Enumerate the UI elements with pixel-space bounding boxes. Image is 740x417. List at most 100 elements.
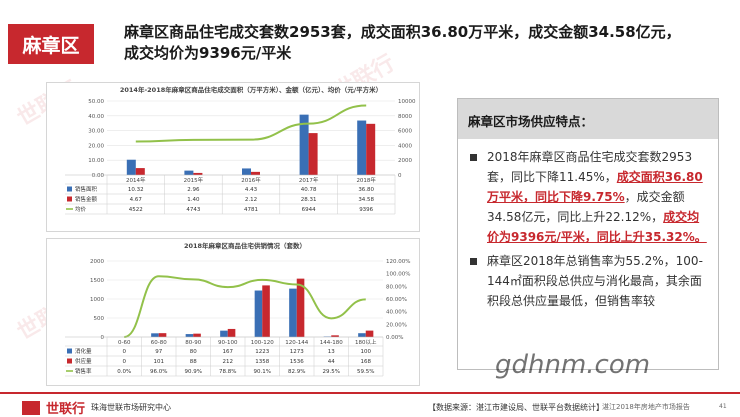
y-tick-label: 500 — [94, 316, 105, 322]
y-tick-label: 1000 — [90, 297, 104, 303]
table-cell: 0.0% — [117, 369, 131, 375]
y2-tick-label: 40.00% — [386, 310, 407, 316]
table-cell: 80 — [190, 349, 197, 355]
bar-消化量 — [289, 288, 297, 337]
line-均价 — [135, 104, 367, 143]
table-cell: 4.67 — [130, 197, 143, 203]
feature-text: 麻章区2018年总销售率为55.2%，100-144㎡面积段总供应与消化最高，其… — [487, 254, 703, 308]
y2-tick-label: 0 — [398, 173, 402, 179]
feature-text: ，成交金额34.58亿元，同比上升22.12%， — [487, 190, 685, 224]
table-cell: 59.5% — [357, 369, 374, 375]
table-cell: 97 — [155, 349, 162, 355]
y2-tick-label: 2000 — [398, 158, 412, 164]
table-cell: 168 — [361, 359, 372, 365]
y2-tick-label: 20.00% — [386, 322, 407, 328]
chart-title: 2014年-2018年麻章区商品住宅成交面积（万平方米）、金额（亿元）、均价（元… — [120, 85, 382, 94]
legend-swatch-消化量 — [67, 348, 72, 354]
bar-供应量 — [158, 333, 167, 337]
bullet-square-icon — [470, 154, 477, 161]
bar-供应量 — [262, 285, 270, 337]
y2-tick-label: 6000 — [398, 129, 412, 135]
market-features-box: 麻章区市场供应特点： 2018年麻章区商品住宅成交套数2953套，同比下降11.… — [457, 98, 719, 370]
table-cell: 167 — [223, 349, 234, 355]
page-title: 麻章区商品住宅成交套数2953套，成交面积36.80万平米，成交金额34.58亿… — [124, 23, 681, 62]
table-cell: 1223 — [255, 349, 269, 355]
x-tick-label: 180以上 — [355, 338, 377, 346]
bar-供应量 — [365, 330, 374, 337]
table-cell: 0 — [123, 359, 127, 365]
x-tick-label: 2015年 — [184, 176, 204, 184]
report-name: 湛江2018年房地产市场报告 — [602, 403, 690, 411]
legend-swatch-销售金额 — [67, 196, 72, 202]
bar-供应量 — [331, 335, 339, 337]
table-cell: 1.40 — [187, 197, 200, 203]
bar-供应量 — [193, 333, 201, 337]
table-cell: 78.8% — [219, 369, 236, 375]
x-tick-label: 144-180 — [320, 340, 343, 346]
y2-tick-label: 60.00% — [386, 297, 407, 303]
y2-tick-label: 4000 — [398, 143, 412, 149]
table-cell: 6944 — [302, 207, 316, 213]
district-tag: 麻章区 — [8, 24, 94, 64]
page-number: 41 — [719, 403, 727, 410]
bar-销售面积 — [242, 168, 251, 175]
watermark-domain: gdhnm.com — [495, 350, 651, 380]
bar-销售面积 — [357, 120, 367, 175]
legend-label: 消化量 — [75, 347, 92, 355]
legend-label: 供应量 — [75, 357, 92, 365]
table-cell: 88 — [190, 359, 197, 365]
legend-label: 销售金额 — [75, 195, 98, 203]
x-tick-label: 2014年 — [126, 176, 146, 184]
logo-name: 世联行 — [46, 402, 86, 417]
y-tick-label: 0.00 — [92, 173, 105, 179]
footer-rule — [0, 392, 740, 394]
bar-销售金额 — [366, 123, 376, 175]
table-cell: 10.32 — [128, 187, 144, 193]
table-cell: 101 — [154, 359, 165, 365]
footer-logo: 世联行 珠海世联市场研究中心 — [22, 398, 171, 417]
bar-消化量 — [254, 290, 263, 337]
legend-label: 销售面积 — [75, 185, 98, 193]
table-cell: 4781 — [244, 207, 258, 213]
bar-供应量 — [227, 328, 236, 337]
logo-icon — [22, 400, 40, 415]
x-tick-label: 2016年 — [241, 176, 261, 184]
y-tick-label: 2000 — [90, 259, 104, 265]
bar-供应量 — [296, 278, 305, 337]
feature-text: 2018年麻章区商品住宅成交套数2953套，同比下降11.45%， — [487, 150, 693, 184]
y2-tick-label: 10000 — [398, 99, 416, 105]
y-tick-label: 50.00 — [88, 99, 104, 105]
chart-panel-supply: 2018年麻章区商品住宅供销情况（套数） 0 500 1000 1500 2000 0.00… — [46, 238, 420, 386]
legend-swatch-销售面积 — [67, 186, 72, 192]
y2-tick-label: 8000 — [398, 114, 412, 120]
bar-消化量 — [358, 333, 366, 337]
table-cell: 0 — [123, 349, 127, 355]
table-cell: 36.80 — [358, 187, 374, 193]
x-tick-label: 0-60 — [118, 340, 131, 346]
legend-label: 销售率 — [75, 367, 92, 375]
y-tick-label: 10.00 — [88, 158, 104, 164]
x-tick-label: 100-120 — [251, 340, 274, 346]
bar-销售金额 — [135, 168, 145, 175]
table-cell: 82.9% — [288, 369, 305, 375]
table-cell: 34.58 — [358, 197, 374, 203]
table-cell: 29.5% — [323, 369, 340, 375]
x-tick-label: 2018年 — [356, 176, 376, 184]
table-cell: 4.43 — [245, 187, 258, 193]
table-cell: 1358 — [255, 359, 269, 365]
bar-销售金额 — [193, 172, 203, 175]
legend-label: 均价 — [75, 205, 87, 213]
bar-销售金额 — [251, 171, 260, 175]
bar-消化量 — [220, 330, 228, 337]
table-cell: 90.9% — [185, 369, 202, 375]
table-cell: 96.0% — [150, 369, 167, 375]
y2-tick-label: 120.00% — [386, 259, 410, 265]
table-cell: 1536 — [290, 359, 304, 365]
market-features-heading: 麻章区市场供应特点： — [458, 99, 718, 139]
feature-highlight: 成交均价为9396元/平米，同比上升35.32%。 — [487, 210, 707, 244]
y2-tick-label: 100.00% — [386, 272, 410, 278]
chart-supply-sales: 2018年麻章区商品住宅供销情况（套数）05001000150020000.00… — [65, 241, 410, 377]
feature-bullet-1: 2018年麻章区商品住宅成交套数2953套，同比下降11.45%，成交面积36.… — [466, 147, 710, 247]
logo-subtitle: 珠海世联市场研究中心 — [91, 403, 172, 412]
table-cell: 28.31 — [301, 197, 317, 203]
